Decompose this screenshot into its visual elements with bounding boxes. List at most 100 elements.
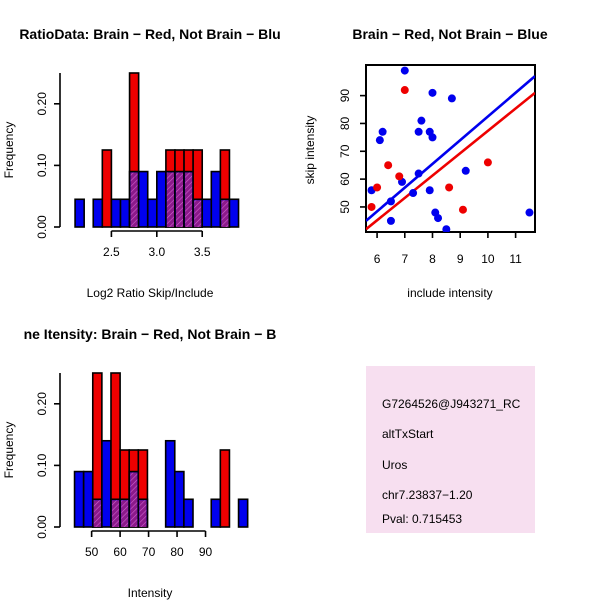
ratio-bar-overlap xyxy=(194,200,202,227)
scatter-point-not-brain xyxy=(428,88,437,97)
ratio-bar-not-brain xyxy=(201,198,213,228)
scatter-y-tick-label: 60 xyxy=(338,172,352,186)
scatter-y-tick-label: 50 xyxy=(338,200,352,214)
info-pval: Pval: 0.715453 xyxy=(382,512,462,526)
intensity-bar-not-brain xyxy=(183,498,194,528)
scatter-y-tick-label: 80 xyxy=(338,116,352,130)
intensity-histogram-title: ne Itensity: Brain − Red, Not Brain − B xyxy=(24,326,277,342)
intensity-x-tick-label: 70 xyxy=(142,545,156,559)
scatter-x-tick-label: 7 xyxy=(401,252,408,266)
ratio-bar-not-brain xyxy=(92,198,104,228)
info-panel-background xyxy=(366,366,535,533)
scatter-point-brain xyxy=(384,161,393,170)
ratio-y-tick-label: 0.10 xyxy=(35,153,49,177)
intensity-y-tick-label: 0.10 xyxy=(35,453,49,477)
intensity-x-tick-label: 80 xyxy=(170,545,184,559)
scatter-x-tick-label: 6 xyxy=(374,252,381,266)
scatter-point-not-brain xyxy=(409,189,418,198)
scatter-point-not-brain xyxy=(386,197,395,206)
ratio-bar-not-brain xyxy=(137,170,149,228)
intensity-x-axis-label: Intensity xyxy=(128,586,173,600)
ratio-histogram-title: RatioData: Brain − Red, Not Brain − Blu xyxy=(19,26,280,42)
intensity-y-tick-label: 0.00 xyxy=(35,515,49,539)
scatter-point-not-brain xyxy=(414,169,423,178)
scatter-point-not-brain xyxy=(414,127,423,136)
ratio-y-tick-label: 0.20 xyxy=(35,92,49,116)
scatter-y-axis-label: skip intensity xyxy=(303,116,317,185)
scatter-x-axis-label: include intensity xyxy=(407,286,492,300)
scatter-y-tick-label: 90 xyxy=(338,89,352,103)
ratio-bar-overlap xyxy=(185,172,193,227)
ratio-histogram: RatioData: Brain − Red, Not Brain − Blu … xyxy=(2,26,281,300)
info-gene: Uros xyxy=(382,458,407,472)
ratio-bar-not-brain xyxy=(119,198,131,228)
intensity-bar-not-brain xyxy=(210,498,222,528)
ratio-bar-not-brain xyxy=(210,170,222,228)
scatter-x-tick-label: 8 xyxy=(429,252,436,266)
info-event-id: G7264526@J943271_RC xyxy=(382,397,521,411)
intensity-bar-overlap xyxy=(111,500,120,527)
scatter-point-not-brain xyxy=(428,133,437,142)
scatter-point-not-brain xyxy=(417,116,426,125)
info-panel: G7264526@J943271_RC altTxStart Uros chr7… xyxy=(366,366,535,533)
intensity-x-tick-label: 90 xyxy=(199,545,213,559)
intensity-bar-brain xyxy=(219,449,231,528)
ratio-bar-overlap xyxy=(166,172,174,227)
scatter-point-not-brain xyxy=(400,66,409,75)
scatter-point-not-brain xyxy=(386,216,395,225)
ratio-bar-not-brain xyxy=(146,198,158,228)
ratio-x-tick-label: 3.5 xyxy=(194,245,211,259)
intensity-bar-overlap xyxy=(121,500,129,527)
ratio-x-tick-label: 2.5 xyxy=(103,245,120,259)
scatter-point-brain xyxy=(483,158,492,167)
scatter-point-not-brain xyxy=(434,214,443,223)
scatter-point-not-brain xyxy=(442,225,451,232)
intensity-bar-overlap xyxy=(130,472,138,527)
ratio-bar-overlap xyxy=(130,172,138,227)
scatter-point-not-brain xyxy=(425,186,434,195)
intensity-bar-not-brain xyxy=(73,470,85,528)
scatter-point-brain xyxy=(445,183,454,192)
scatter-x-tick-label: 9 xyxy=(457,252,464,266)
scatter-point-not-brain xyxy=(378,127,387,136)
ratio-bar-overlap xyxy=(221,200,229,227)
ratio-y-tick-label: 0.00 xyxy=(35,215,49,239)
scatter-point-brain xyxy=(367,202,376,211)
intensity-x-tick-label: 60 xyxy=(113,545,127,559)
intensity-y-axis-label: Frequency xyxy=(2,422,16,479)
scatter-plot-frame xyxy=(365,64,536,233)
scatter-point-brain xyxy=(458,205,467,214)
ratio-bar-not-brain xyxy=(74,198,85,228)
ratio-bar-not-brain xyxy=(228,198,240,228)
scatter-title: Brain − Red, Not Brain − Blue xyxy=(352,26,547,42)
intensity-histogram: ne Itensity: Brain − Red, Not Brain − B … xyxy=(2,326,276,600)
ratio-x-tick-label: 3.0 xyxy=(148,245,165,259)
scatter-point-not-brain xyxy=(461,166,470,175)
intensity-bar-not-brain xyxy=(173,470,185,528)
scatter-point-not-brain xyxy=(447,94,456,103)
ratio-bar-not-brain xyxy=(110,198,122,228)
info-event-type: altTxStart xyxy=(382,427,434,441)
intensity-x-tick-label: 50 xyxy=(85,545,99,559)
info-location: chr7.23837−1.20 xyxy=(382,488,473,502)
scatter-point-not-brain xyxy=(525,208,534,217)
intensity-bar-not-brain xyxy=(237,498,249,528)
scatter-point-brain xyxy=(395,172,404,181)
intensity-bar-not-brain xyxy=(82,470,94,528)
scatter-y-tick-label: 70 xyxy=(338,144,352,158)
ratio-bar-not-brain xyxy=(156,170,167,228)
scatter-point-brain xyxy=(373,183,382,192)
brain-fit-line xyxy=(366,91,535,231)
ratio-y-axis-label: Frequency xyxy=(2,122,16,179)
intensity-bar-not-brain xyxy=(101,439,112,528)
scatter-x-tick-label: 10 xyxy=(481,252,495,266)
intensity-scatter: Brain − Red, Not Brain − Blue 6 7 8 9 10 11 50… xyxy=(303,26,548,300)
ratio-x-axis-label: Log2 Ratio Skip/Include xyxy=(87,286,214,300)
intensity-bar-overlap xyxy=(139,500,147,527)
scatter-point-not-brain xyxy=(375,136,384,145)
intensity-y-tick-label: 0.20 xyxy=(35,392,49,416)
not-brain-fit-line xyxy=(366,75,535,222)
ratio-bar-brain xyxy=(101,149,113,228)
